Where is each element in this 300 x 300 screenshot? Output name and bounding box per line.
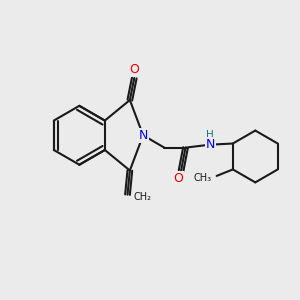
Text: O: O [129,63,139,76]
Text: N: N [138,129,148,142]
Text: H: H [206,130,214,140]
Text: N: N [206,138,215,151]
Text: O: O [173,172,183,185]
Text: CH₂: CH₂ [134,192,152,202]
Text: CH₃: CH₃ [193,173,212,183]
